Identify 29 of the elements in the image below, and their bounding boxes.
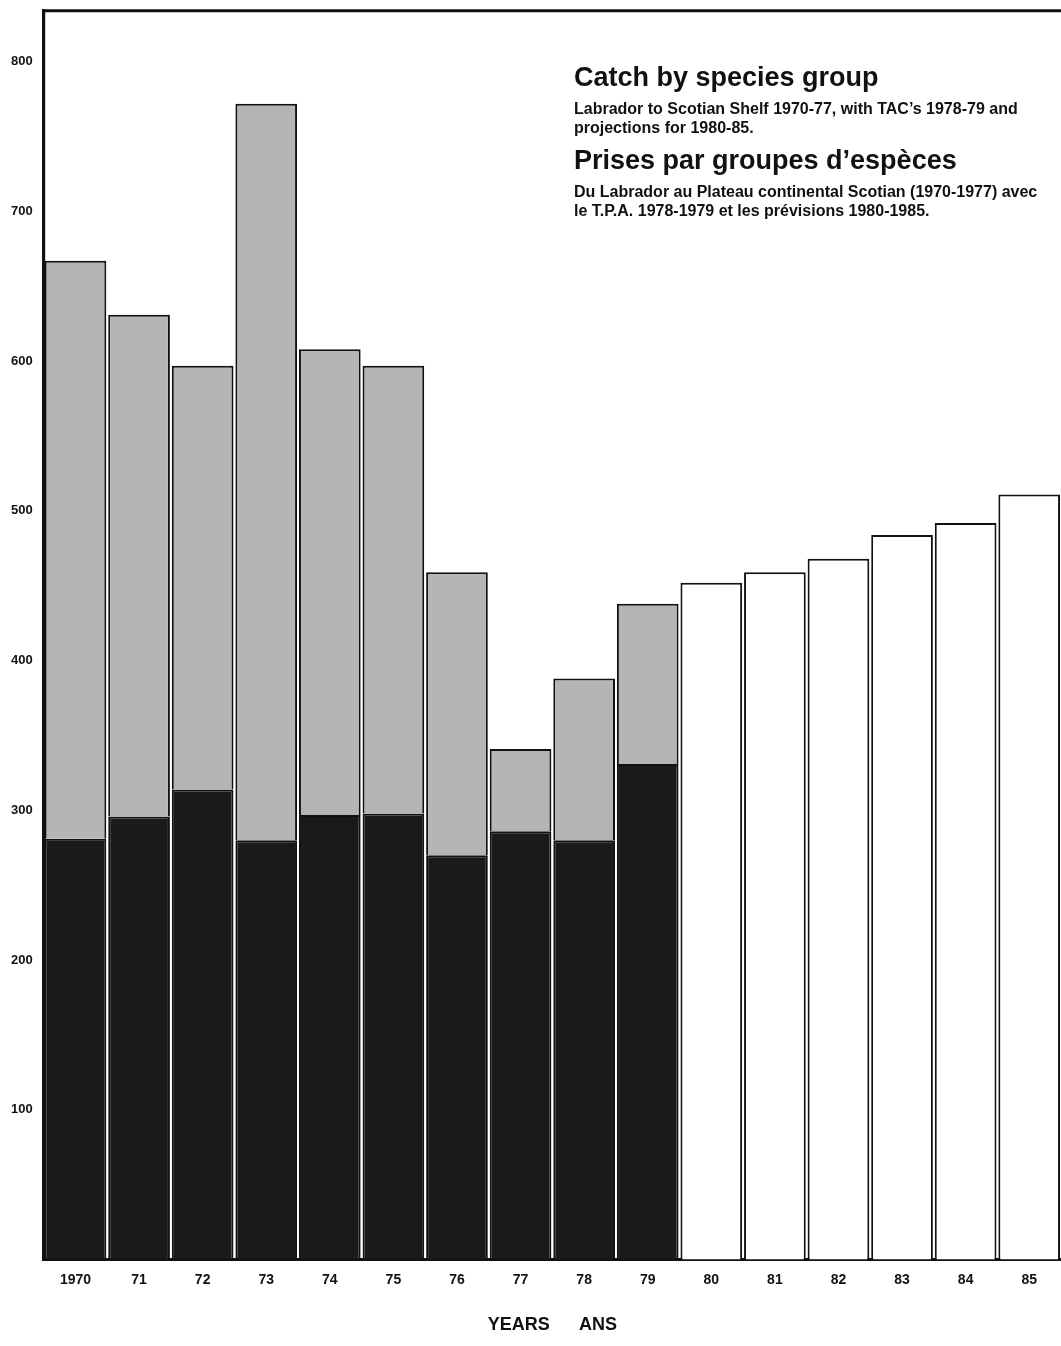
- x-tick-label: 79: [639, 1270, 656, 1287]
- x-tick-label: 74: [322, 1270, 338, 1287]
- x-tick-label: 78: [576, 1270, 593, 1287]
- text: Labrador to Scotian Shelf 1970-77, with TAC’s 1978-79 and projections for 1980-85.: [574, 99, 1019, 137]
- annotation: Prises par groupes d’espèces: [574, 145, 958, 176]
- x-tick-label: 71: [131, 1270, 148, 1287]
- x-tick-label: 76: [449, 1270, 465, 1287]
- y-tick-label: 600: [10, 352, 33, 368]
- annotation: Du Labrador au Plateau continental Scotian (1970-1977) avec le T.P.A. 1978-1979 et les prévisions 1980-1985.: [574, 182, 1039, 220]
- x-tick-label: 85: [1021, 1270, 1038, 1287]
- x-tick-label: 73: [258, 1270, 275, 1287]
- x-tick-label: 82: [830, 1270, 847, 1287]
- x-tick-label: 72: [194, 1270, 211, 1287]
- y-tick-label: 100: [10, 1101, 33, 1117]
- y-tick-label: 700: [10, 203, 33, 219]
- y-tick-label: 300: [10, 801, 33, 817]
- y-tick-label: 200: [10, 951, 33, 967]
- y-tick-label: 400: [10, 652, 33, 668]
- x-tick-label: 77: [512, 1270, 529, 1287]
- x-tick-label: 84: [957, 1270, 974, 1287]
- y-tick-label: 800: [10, 53, 33, 69]
- x-tick-label: 80: [703, 1270, 720, 1287]
- text: Catch by species group: [574, 62, 880, 93]
- x-tick-label: 75: [385, 1270, 402, 1287]
- x-tick-label: 1970: [59, 1270, 92, 1287]
- y-tick-label: 500: [10, 502, 33, 518]
- x-tick-label: 83: [894, 1270, 911, 1287]
- x-axis-title: YEARS ANS: [487, 1314, 618, 1335]
- x-tick-label: 81: [767, 1270, 783, 1287]
